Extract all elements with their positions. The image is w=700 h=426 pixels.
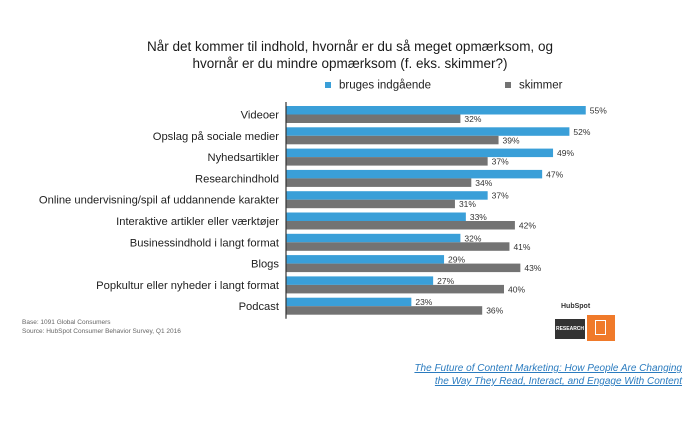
bar-series-2 [286, 114, 461, 123]
bar-series-1 [286, 255, 445, 264]
chart-title: Når det kommer til indhold, hvornår er d… [0, 38, 700, 72]
data-label-series-2: 41% [513, 242, 530, 252]
data-label-series-2: 34% [475, 178, 492, 188]
data-label-series-1: 29% [448, 255, 465, 265]
bar-series-1 [286, 127, 570, 136]
bar-series-1 [286, 106, 586, 115]
bar-series-2 [286, 242, 510, 251]
legend-label-1: bruges indgående [339, 80, 431, 92]
bar-series-1 [286, 191, 488, 200]
chart-title-line-2: hvornår er du mindre opmærksom (f. eks. … [192, 56, 508, 71]
category-label: Online undervisning/spil af uddannende k… [39, 195, 279, 207]
bar-series-2 [286, 284, 504, 294]
data-label-series-1: 52% [573, 127, 590, 137]
category-label: Businessindhold i langt format [130, 237, 280, 249]
data-label-series-1: 32% [464, 233, 481, 243]
bar-series-2 [286, 178, 472, 187]
data-label-series-2: 42% [519, 221, 536, 231]
category-label: Popkultur eller nyheder i langt format [96, 280, 280, 292]
category-label: Videoer [241, 110, 280, 122]
category-label: Interaktive artikler eller værktøjer [116, 216, 279, 228]
category-label: Podcast [239, 301, 280, 313]
category-label: Blogs [251, 259, 279, 271]
category-label: Opslag på sociale medier [153, 131, 280, 143]
report-link-line-2: the Way They Read, Interact, and Engage … [434, 376, 682, 387]
data-label-series-2: 32% [464, 114, 481, 124]
bar-series-1 [286, 297, 412, 307]
bar-series-2 [286, 263, 521, 273]
chart-title-line-1: Når det kommer til indhold, hvornår er d… [147, 39, 553, 54]
data-label-series-1: 55% [590, 106, 607, 116]
hubspot-logo-text: HubSpot [561, 303, 591, 310]
data-label-series-2: 31% [459, 199, 476, 209]
data-label-series-2: 43% [524, 263, 541, 273]
report-icon [587, 315, 615, 341]
category-label: Nyhedsartikler [207, 152, 279, 164]
data-label-series-1: 27% [437, 276, 454, 286]
bar-series-1 [286, 233, 461, 243]
data-label-series-1: 37% [492, 191, 509, 201]
data-label-series-2: 36% [486, 306, 503, 316]
source-line-base: Base: 1091 Global Consumers [22, 319, 111, 326]
report-link[interactable]: The Future of Content Marketing: How Peo… [414, 362, 682, 388]
hubspot-research-logo: HubSpot RESEARCH [555, 297, 615, 343]
bar-series-1 [286, 148, 554, 158]
data-label-series-2: 37% [492, 157, 509, 167]
data-label-series-1: 33% [470, 212, 487, 222]
data-label-series-1: 23% [415, 297, 432, 307]
data-label-series-2: 39% [503, 135, 520, 145]
bar-series-2 [286, 306, 483, 315]
research-badge: RESEARCH [555, 319, 585, 339]
legend-swatch-2 [505, 82, 511, 88]
bar-series-1 [286, 212, 466, 221]
legend-swatch-1 [325, 82, 331, 88]
bar-series-1 [286, 276, 434, 285]
bar-series-2 [286, 199, 455, 209]
bar-series-2 [286, 135, 499, 145]
data-label-series-1: 49% [557, 148, 574, 158]
data-label-series-1: 47% [546, 169, 563, 179]
bar-series-1 [286, 169, 543, 179]
bar-series-2 [286, 221, 515, 230]
category-label: Researchindhold [195, 173, 279, 185]
legend-label-2: skimmer [519, 80, 563, 92]
data-label-series-2: 40% [508, 284, 525, 294]
report-link-line-1: The Future of Content Marketing: How Peo… [414, 363, 682, 374]
source-line-survey: Source: HubSpot Consumer Behavior Survey… [22, 328, 181, 335]
bar-series-2 [286, 157, 488, 166]
source-note: Base: 1091 Global Consumers Source: HubS… [22, 318, 181, 336]
